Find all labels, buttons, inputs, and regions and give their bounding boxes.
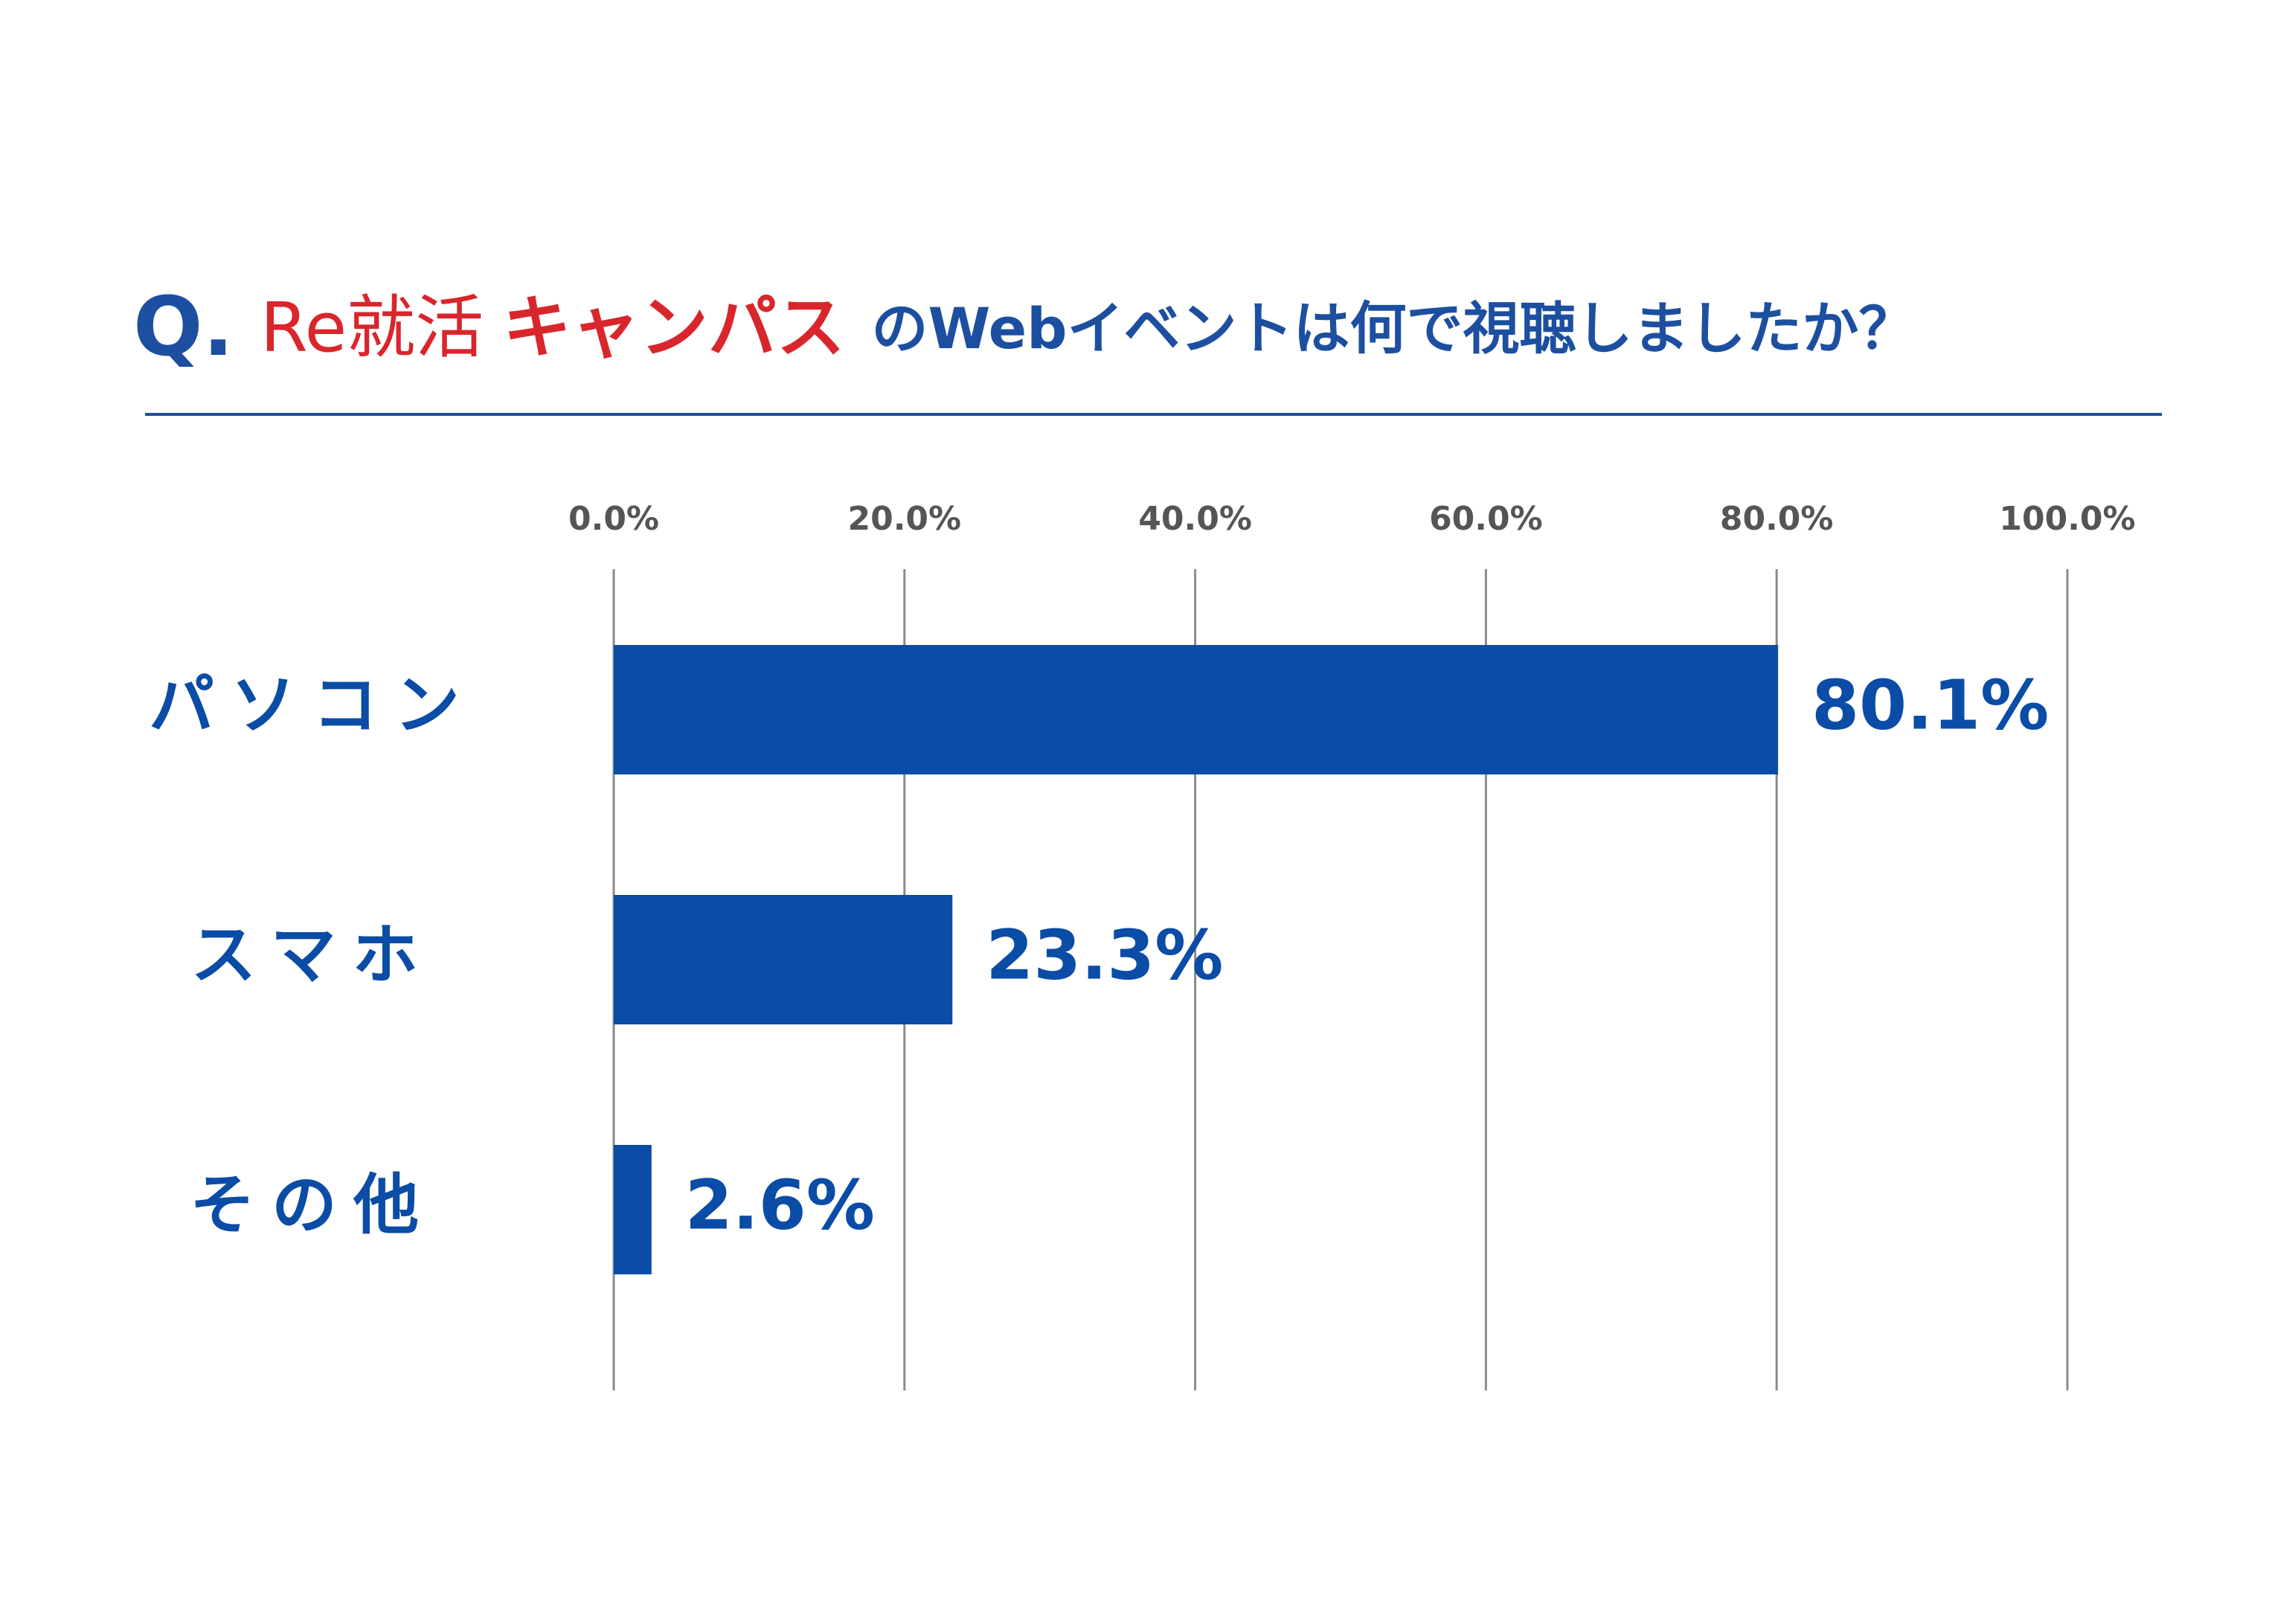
bar xyxy=(614,645,1779,774)
chart-title: Q. Re就活 キャンパス のWebイベントは何で視聴しましたか？ xyxy=(133,279,1916,374)
title-question: のWebイベントは何で視聴しましたか？ xyxy=(871,295,1915,362)
value-label: 2.6% xyxy=(685,1165,875,1245)
x-tick-label: 40.0% xyxy=(1138,500,1252,538)
x-tick-label: 60.0% xyxy=(1429,500,1543,538)
bar xyxy=(614,895,953,1024)
value-label: 23.3% xyxy=(986,915,1223,995)
bar xyxy=(614,1145,652,1274)
x-tick-label: 20.0% xyxy=(847,500,961,538)
category-label: パソコン xyxy=(149,667,476,743)
x-tick-label: 80.0% xyxy=(1720,500,1834,538)
x-tick-label: 0.0% xyxy=(568,500,659,538)
title-brand-2: キャンパス xyxy=(503,288,845,368)
category-label: その他 xyxy=(190,1166,435,1243)
title-q: Q. xyxy=(133,279,234,374)
title-brand: Re就活 xyxy=(260,288,484,368)
x-tick-label: 100.0% xyxy=(1999,500,2135,538)
category-label: スマホ xyxy=(190,917,434,993)
value-label: 80.1% xyxy=(1811,665,2049,745)
